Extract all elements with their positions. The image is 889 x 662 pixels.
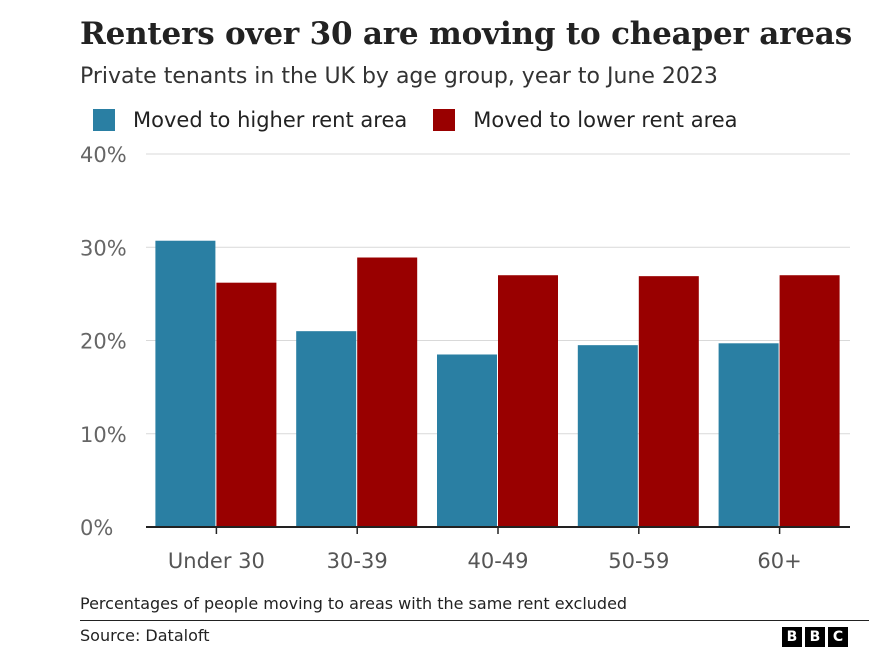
logo-letter: B [805,627,825,647]
y-tick-label: 10% [80,423,127,447]
y-tick-label: 0% [80,516,113,540]
logo-letter: C [828,627,848,647]
bar-higher [296,331,357,527]
legend-swatch-lower [433,109,456,131]
chart-subtitle: Private tenants in the UK by age group, … [80,64,718,89]
bbc-logo: B B C [782,627,851,647]
footer-divider [80,620,869,621]
chart-title: Renters over 30 are moving to cheaper ar… [80,16,852,52]
y-tick-label: 30% [80,236,127,260]
bar-higher [437,354,497,527]
legend-swatch-higher [93,109,115,131]
bar-lower [779,275,840,527]
x-tick-label: 30-39 [327,549,388,573]
bar-lower [498,275,558,527]
bar-higher [577,345,638,527]
legend-item-higher: Moved to higher rent area [93,108,407,132]
chart-footnote: Percentages of people moving to areas wi… [80,594,628,613]
logo-letter: B [782,627,802,647]
x-tick-label: 40-49 [467,549,528,573]
y-tick-label: 20% [80,330,127,354]
bar-higher [155,240,216,527]
chart-legend: Moved to higher rent area Moved to lower… [93,108,764,132]
bar-lower [357,257,418,527]
legend-item-lower: Moved to lower rent area [433,108,738,132]
x-tick-label: Under 30 [168,549,265,573]
y-tick-label: 40% [80,143,127,167]
chart-source: Source: Dataloft [80,626,210,645]
bar-higher [718,343,779,527]
x-tick-label: 50-59 [608,549,669,573]
bar-lower [638,276,699,527]
legend-label-lower: Moved to lower rent area [473,108,738,132]
legend-label-higher: Moved to higher rent area [133,108,408,132]
bar-lower [216,282,277,527]
x-tick-label: 60+ [757,549,801,573]
